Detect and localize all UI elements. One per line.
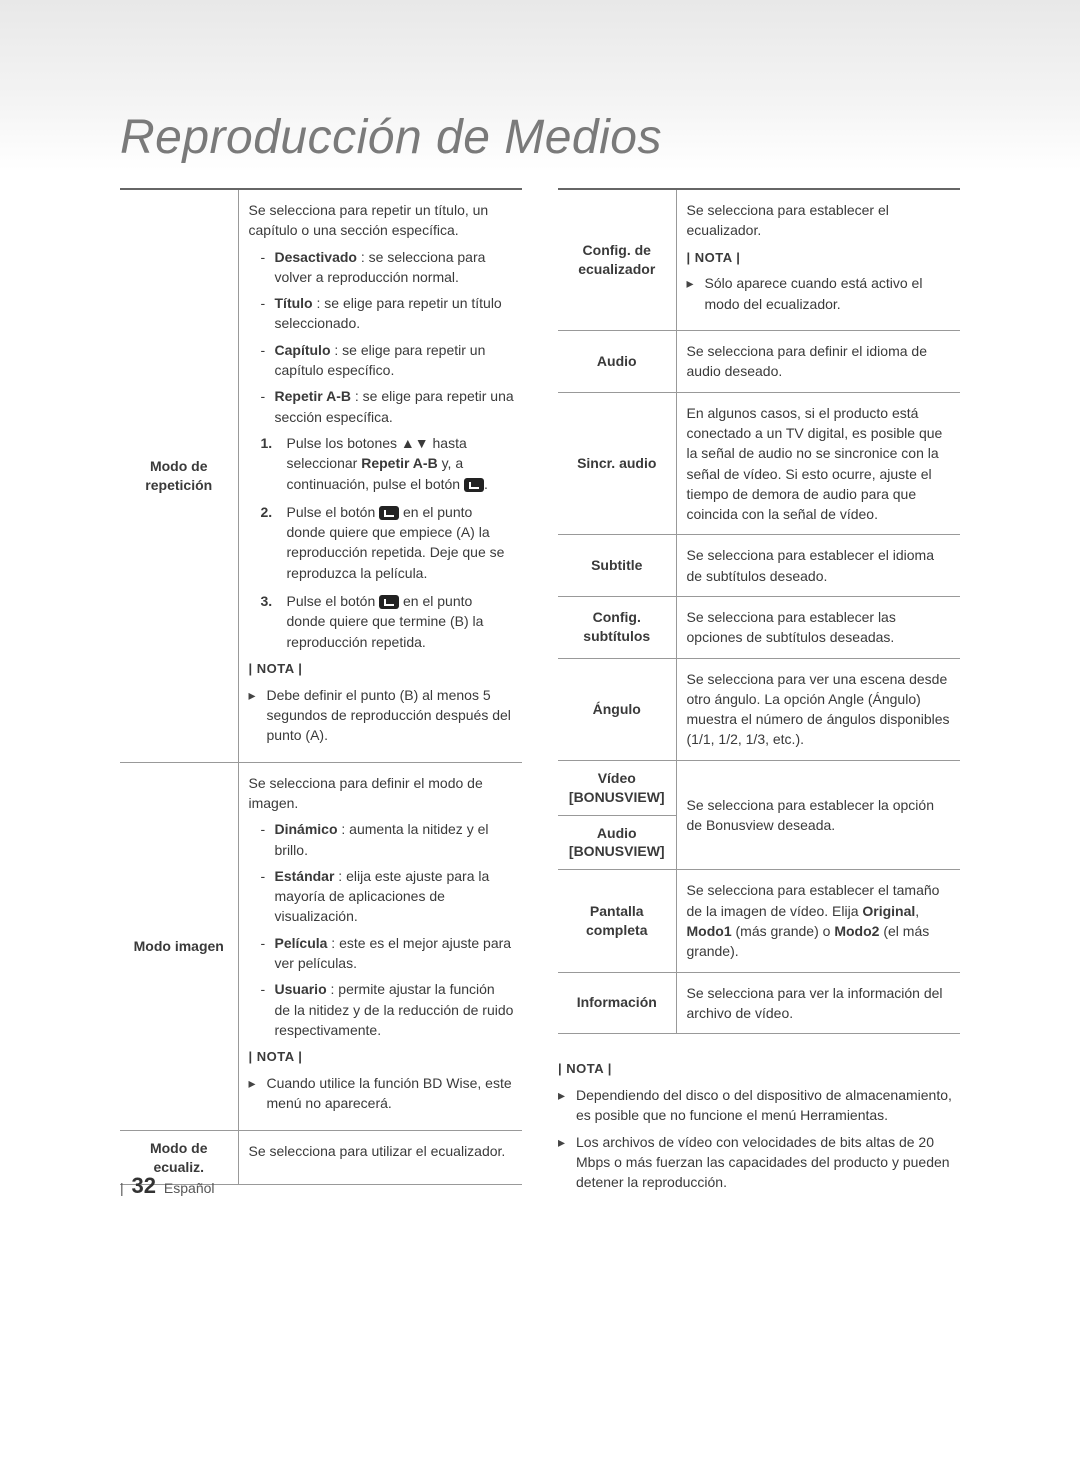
content: Modo derepeticiónSe selecciona para repe… [120, 188, 960, 1198]
page-title: Reproducción de Medios [120, 110, 662, 165]
row-desc: Se selecciona para establecer el idioma … [676, 535, 960, 597]
row-desc: Se selecciona para utilizar el ecualizad… [238, 1130, 522, 1185]
row-desc: Se selecciona para establecer las opcion… [676, 597, 960, 659]
right-column: Config. deecualizadorSe selecciona para … [558, 188, 960, 1198]
row-label: Modo derepetición [120, 189, 238, 762]
footer-note-item: Los archivos de vídeo con velocidades de… [558, 1132, 960, 1193]
page-number: 32 [132, 1173, 156, 1198]
row-label: Audio [558, 331, 676, 393]
row-label: Pantallacompleta [558, 870, 676, 972]
nota-header: | NOTA | [558, 1060, 960, 1079]
page-lang: Español [164, 1180, 215, 1196]
row-desc: Se selecciona para establecer el tamaño … [676, 870, 960, 972]
row-label: Subtitle [558, 535, 676, 597]
row-label: Modo imagen [120, 762, 238, 1130]
row-desc: Se selecciona para ver una escena desde … [676, 658, 960, 760]
right-table: Config. deecualizadorSe selecciona para … [558, 188, 960, 1034]
row-label: Ángulo [558, 658, 676, 760]
left-column: Modo derepeticiónSe selecciona para repe… [120, 188, 522, 1198]
row-label: Información [558, 972, 676, 1034]
page-footer: | 32 Español [120, 1173, 215, 1199]
left-table: Modo derepeticiónSe selecciona para repe… [120, 188, 522, 1185]
row-label: Audio [BONUSVIEW] [558, 815, 676, 870]
footer-notes: | NOTA | Dependiendo del disco o del dis… [558, 1052, 960, 1198]
row-label: Sincr. audio [558, 392, 676, 535]
row-desc: Se selecciona para definir el idioma de … [676, 331, 960, 393]
row-desc: Se selecciona para establecer el ecualiz… [676, 189, 960, 331]
row-desc: Se selecciona para repetir un título, un… [238, 189, 522, 762]
row-desc: En algunos casos, si el producto está co… [676, 392, 960, 535]
row-label: Vídeo [BONUSVIEW] [558, 760, 676, 815]
row-desc: Se selecciona para definir el modo de im… [238, 762, 522, 1130]
row-desc: Se selecciona para ver la información de… [676, 972, 960, 1034]
row-label: Config.subtítulos [558, 597, 676, 659]
row-desc: Se selecciona para establecer la opción … [676, 760, 960, 870]
row-label: Config. deecualizador [558, 189, 676, 331]
footer-note-item: Dependiendo del disco o del dispositivo … [558, 1085, 960, 1126]
